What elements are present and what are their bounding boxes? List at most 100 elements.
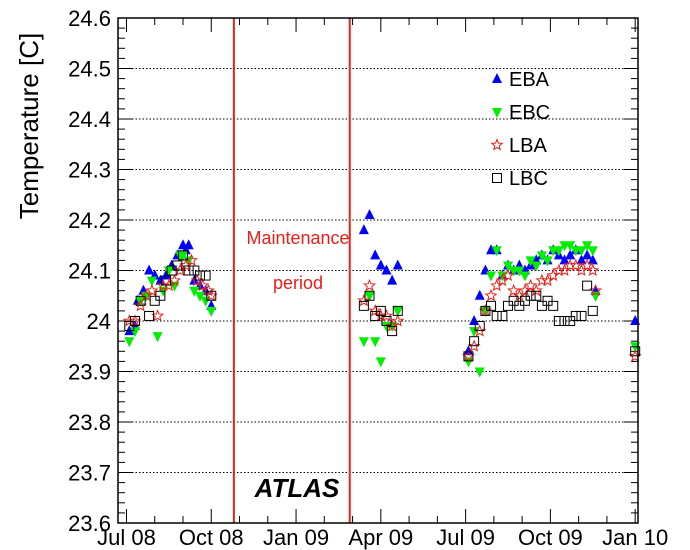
point-lba [501, 268, 515, 282]
gridlines [118, 68, 638, 473]
point-eba [387, 274, 398, 285]
point-ebc [519, 271, 530, 282]
point-lba [391, 314, 405, 327]
legend-label-eba: EBA [509, 69, 550, 91]
x-tick-label: Jan 10 [602, 525, 668, 550]
point-lbc [183, 265, 194, 276]
point-lba [529, 283, 543, 297]
y-tick-label: 24 [87, 309, 111, 334]
point-eba [189, 274, 200, 285]
point-eba [582, 249, 593, 260]
point-ebc [194, 291, 205, 302]
point-ebc [358, 337, 369, 348]
point-lbc [463, 351, 474, 362]
series-lbc [124, 250, 641, 362]
point-lbc [178, 250, 188, 261]
y-tick-label: 23.6 [68, 511, 111, 536]
point-lbc [570, 310, 581, 321]
point-lbc [553, 316, 564, 326]
y-tick-label: 24.2 [68, 208, 111, 233]
point-ebc [392, 306, 403, 317]
atlas-label: ATLAS [254, 473, 340, 503]
point-eba [161, 269, 172, 280]
point-ebc [474, 367, 485, 378]
legend-label-ebc: EBC [509, 102, 550, 124]
point-lbc [474, 321, 485, 332]
legend-marker-eba [492, 73, 502, 83]
point-lbc [548, 300, 559, 311]
point-ebc [178, 251, 188, 262]
point-lbc [381, 316, 392, 326]
point-ebc [129, 327, 140, 338]
series-lba [122, 253, 642, 362]
point-eba [576, 254, 587, 265]
y-tick-label: 23.8 [68, 410, 111, 435]
point-ebc [152, 332, 163, 343]
point-lbc [525, 290, 536, 301]
x-tick-label: Oct 08 [179, 525, 244, 550]
point-ebc [375, 357, 386, 368]
point-eba [358, 224, 369, 235]
point-lba [473, 324, 487, 337]
point-ebc [565, 241, 576, 252]
point-lbc [519, 295, 530, 306]
point-lbc [514, 300, 525, 311]
point-lbc [358, 300, 369, 311]
point-lbc [364, 290, 375, 301]
point-ebc [542, 256, 553, 267]
point-eba [559, 254, 570, 265]
point-ebc [486, 271, 497, 282]
point-lbc [194, 270, 205, 281]
point-lbc [469, 336, 480, 347]
point-lbc [587, 305, 598, 316]
legend-marker-ebc [492, 108, 502, 118]
legend-item-eba: EBA [492, 69, 550, 91]
point-lbc [486, 300, 497, 311]
point-lba [145, 283, 159, 297]
point-ebc [536, 251, 547, 262]
point-lba [569, 258, 583, 271]
point-eba [392, 259, 403, 270]
point-lbc [172, 260, 183, 271]
x-tick-label: Jan 09 [263, 525, 329, 550]
point-lbc [508, 295, 519, 306]
legend-item-lba: LBA [490, 135, 547, 157]
point-ebc [531, 261, 542, 272]
point-lbc [531, 290, 542, 301]
point-lba [379, 309, 393, 322]
x-tick-labels: Jul 08 Oct 08 Jan 09 Apr 09 Jul 09 Oct 09 Jan … [97, 525, 668, 550]
point-lbc [542, 295, 553, 306]
legend: EBA EBC LBA LBC [490, 69, 550, 190]
point-eba [375, 259, 386, 270]
point-lbc [166, 265, 177, 276]
x-tick-label: Jul 09 [436, 525, 495, 550]
point-lbc [387, 326, 398, 337]
point-ebc [370, 337, 381, 348]
point-ebc [146, 276, 157, 287]
point-lbc [559, 316, 570, 326]
y-tick-label: 24.5 [68, 57, 111, 82]
point-lba [524, 278, 538, 292]
legend-marker-lbc [492, 173, 502, 183]
y-tick-label: 24.1 [68, 259, 111, 284]
point-lbc [392, 305, 403, 316]
point-lbc [155, 290, 166, 301]
point-ebc [503, 261, 513, 272]
point-lba [507, 283, 521, 297]
y-tick-label: 23.9 [68, 360, 111, 385]
point-ebc [525, 256, 536, 267]
point-lbc [497, 310, 508, 321]
point-ebc [491, 246, 502, 257]
point-ebc [206, 306, 217, 317]
point-ebc [553, 246, 564, 257]
point-eba [469, 315, 480, 325]
point-lba [467, 339, 481, 352]
y-tick-label: 23.7 [68, 461, 111, 486]
point-lbc [135, 295, 146, 306]
point-lba [580, 258, 594, 271]
point-lbc [149, 295, 160, 306]
point-lba [586, 263, 600, 276]
point-eba [370, 249, 381, 260]
point-lbc [576, 310, 587, 321]
